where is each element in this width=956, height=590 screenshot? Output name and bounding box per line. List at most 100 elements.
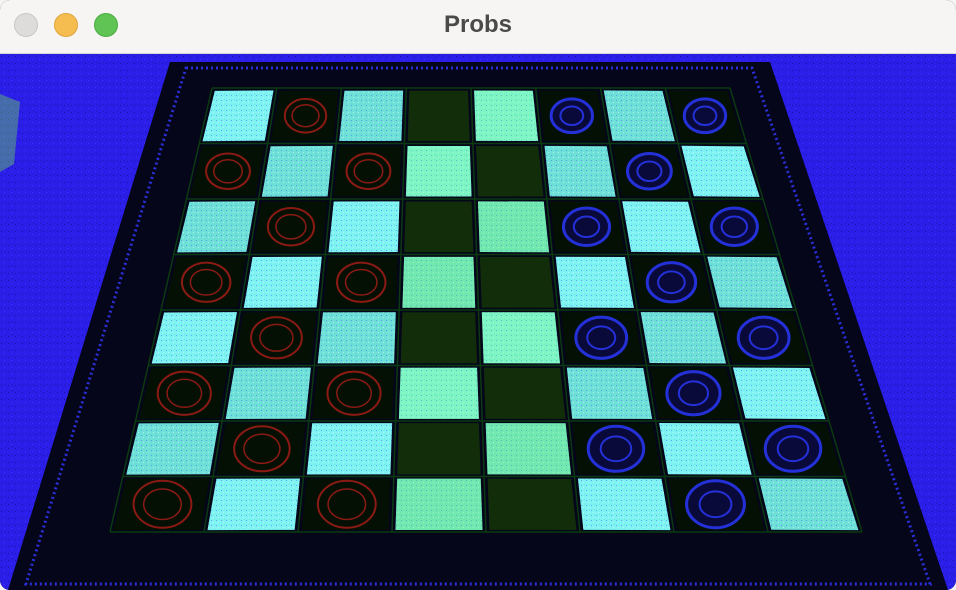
dark-square (301, 478, 391, 531)
window-title: Probs (443, 11, 512, 38)
blue-piece-inner (572, 215, 601, 239)
light-square-noise (151, 312, 237, 364)
red-piece (345, 152, 392, 191)
dark-square (216, 423, 306, 475)
blue-piece (736, 315, 791, 360)
grid-line (297, 87, 343, 533)
red-piece-inner (142, 488, 183, 521)
light-square-noise (474, 90, 539, 142)
close-button[interactable] (14, 13, 38, 37)
blue-piece (763, 424, 823, 473)
probability-image-view (0, 54, 956, 590)
red-piece (180, 261, 232, 303)
blue-piece (586, 424, 646, 473)
grid-line (109, 87, 213, 533)
red-piece-inner (189, 268, 223, 296)
green-noise (398, 367, 479, 419)
light-square-noise (681, 145, 760, 197)
light-square-noise (659, 422, 752, 475)
light-square-noise (481, 312, 561, 364)
light-square-noise (485, 423, 572, 475)
dark-square (270, 90, 339, 142)
red-piece (132, 479, 193, 529)
minimize-button[interactable] (54, 13, 78, 37)
light-square-noise (306, 423, 393, 475)
green-noise (481, 312, 561, 364)
dark-square (138, 367, 228, 420)
dark-square (487, 478, 577, 531)
light-square-noise (207, 478, 300, 531)
red-piece (266, 207, 316, 247)
dark-square (164, 256, 247, 308)
blue-piece (665, 370, 722, 417)
dark-square (404, 201, 474, 253)
light-square-noise (398, 367, 479, 419)
blue-piece-inner (586, 325, 617, 351)
dark-square (483, 367, 566, 419)
red-piece-inner (344, 268, 378, 296)
light-square-noise (732, 367, 826, 420)
light-square-noise (339, 90, 404, 142)
dark-square (234, 312, 317, 364)
grid-line (470, 87, 487, 533)
blue-piece-inner (657, 270, 686, 295)
light-square-noise (555, 256, 634, 308)
board-frame-edge (23, 66, 933, 586)
light-square-noise (577, 478, 671, 531)
red-piece (316, 479, 377, 529)
edge-artifact (0, 94, 20, 172)
green-noise (485, 423, 572, 475)
red-piece (336, 261, 387, 303)
board (0, 62, 948, 590)
green-noise (407, 90, 470, 141)
red-piece (250, 316, 303, 360)
grid-line (599, 87, 675, 533)
blue-piece (645, 261, 698, 304)
dark-square (407, 90, 470, 141)
red-piece-inner (213, 158, 243, 184)
blue-piece (574, 315, 629, 360)
light-square-noise (566, 367, 653, 419)
red-piece (326, 370, 382, 416)
dark-square (312, 367, 394, 419)
red-piece-inner (291, 104, 320, 128)
light-square-noise (225, 367, 311, 419)
light-square-noise (243, 256, 322, 308)
light-square-noise (640, 312, 727, 364)
dark-square (400, 312, 478, 364)
grid-line (729, 87, 863, 533)
green-noise (395, 478, 483, 530)
blue-piece (709, 206, 759, 247)
blue-piece-inner (636, 160, 663, 183)
dark-square (479, 256, 555, 308)
blue-piece-inner (559, 105, 585, 127)
green-noise (400, 312, 478, 364)
red-piece (156, 370, 212, 416)
green-noise (477, 201, 550, 253)
light-square-noise (317, 312, 396, 364)
light-square-noise (202, 90, 274, 142)
red-piece-inner (327, 488, 367, 521)
red-piece (283, 97, 328, 134)
blue-piece (685, 479, 746, 530)
light-square-noise (328, 201, 400, 253)
light-square-noise (477, 201, 550, 253)
light-square-noise (261, 145, 333, 197)
red-piece-inner (243, 433, 281, 465)
green-noise (405, 146, 472, 197)
light-square-noise (402, 256, 476, 308)
light-square-noise (707, 256, 793, 308)
grid-line (391, 87, 407, 533)
blue-piece (682, 97, 728, 135)
green-noise (476, 145, 544, 197)
blue-piece-inner (776, 435, 810, 463)
light-square-noise (603, 90, 675, 142)
red-piece-inner (259, 323, 294, 352)
blue-piece-inner (720, 215, 748, 239)
red-piece (233, 425, 291, 473)
light-square-noise (544, 145, 616, 197)
light-square-noise (126, 422, 219, 475)
maximize-button[interactable] (94, 13, 118, 37)
light-square-noise (405, 146, 472, 197)
